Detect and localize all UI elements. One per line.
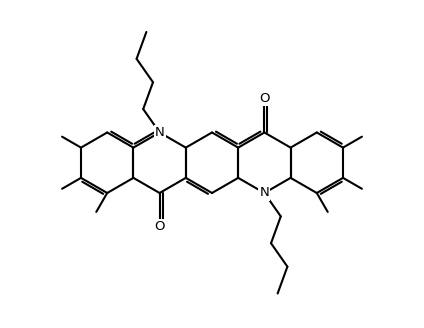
Text: N: N xyxy=(155,126,165,139)
Text: N: N xyxy=(259,187,269,199)
Text: O: O xyxy=(259,92,270,105)
Text: O: O xyxy=(154,220,165,233)
